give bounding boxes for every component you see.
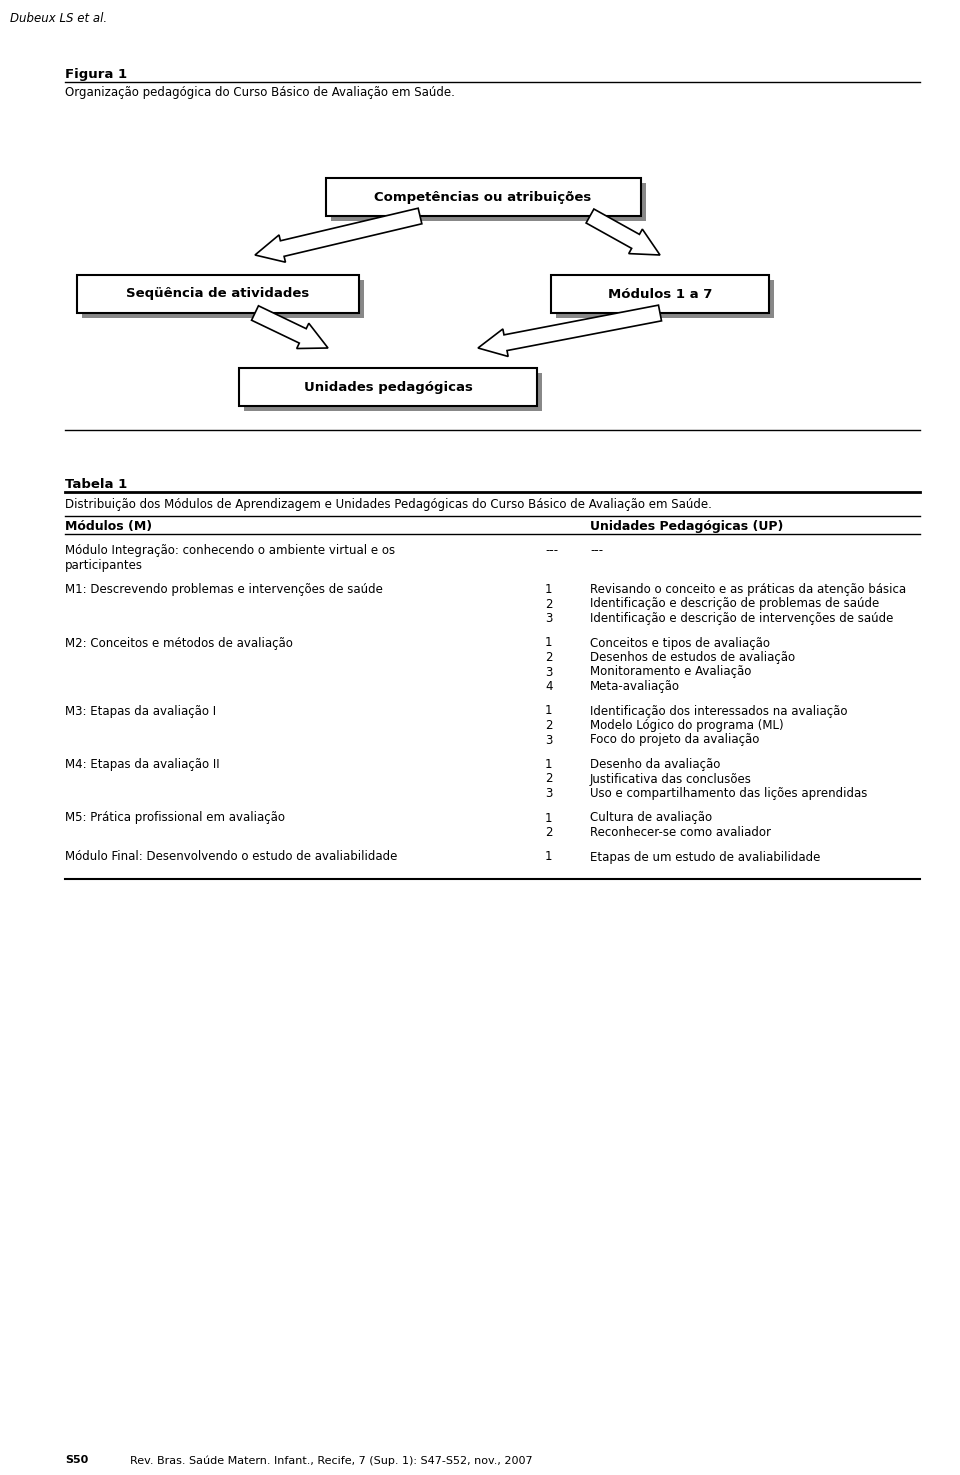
Text: 2: 2 [545, 826, 553, 839]
Text: participantes: participantes [65, 559, 143, 571]
Text: Identificação e descrição de problemas de saúde: Identificação e descrição de problemas d… [590, 597, 879, 611]
Text: Módulos (M): Módulos (M) [65, 521, 152, 532]
Text: 2: 2 [545, 773, 553, 786]
Text: Reconhecer-se como avaliador: Reconhecer-se como avaliador [590, 826, 771, 839]
FancyBboxPatch shape [330, 183, 645, 221]
Text: M3: Etapas da avaliação I: M3: Etapas da avaliação I [65, 705, 216, 717]
Text: 3: 3 [545, 665, 552, 678]
Text: Conceitos e tipos de avaliação: Conceitos e tipos de avaliação [590, 637, 770, 649]
Text: 3: 3 [545, 612, 552, 625]
Text: Dubeux LS et al.: Dubeux LS et al. [10, 12, 108, 25]
Text: Rev. Bras. Saúde Matern. Infant., Recife, 7 (Sup. 1): S47-S52, nov., 2007: Rev. Bras. Saúde Matern. Infant., Recife… [130, 1454, 533, 1466]
FancyBboxPatch shape [239, 367, 537, 406]
Polygon shape [255, 208, 421, 263]
Text: M1: Descrevendo problemas e intervenções de saúde: M1: Descrevendo problemas e intervenções… [65, 583, 383, 596]
FancyBboxPatch shape [82, 280, 364, 319]
Text: 1: 1 [545, 851, 553, 863]
Text: 1: 1 [545, 583, 553, 596]
Text: Distribuição dos Módulos de Aprendizagem e Unidades Pedagógicas do Curso Básico : Distribuição dos Módulos de Aprendizagem… [65, 499, 712, 510]
FancyBboxPatch shape [244, 373, 542, 412]
Text: M4: Etapas da avaliação II: M4: Etapas da avaliação II [65, 758, 220, 771]
Text: 1: 1 [545, 811, 553, 825]
Text: Revisando o conceito e as práticas da atenção básica: Revisando o conceito e as práticas da at… [590, 583, 906, 596]
Text: 1: 1 [545, 637, 553, 649]
Text: 1: 1 [545, 705, 553, 717]
Text: Módulo Integração: conhecendo o ambiente virtual e os: Módulo Integração: conhecendo o ambiente… [65, 544, 396, 558]
Text: Uso e compartilhamento das lições aprendidas: Uso e compartilhamento das lições aprend… [590, 788, 868, 799]
Text: Seqüência de atividades: Seqüência de atividades [127, 288, 310, 301]
Polygon shape [252, 305, 328, 348]
FancyBboxPatch shape [556, 280, 774, 319]
Text: Etapas de um estudo de avaliabilidade: Etapas de um estudo de avaliabilidade [590, 851, 821, 863]
Text: Cultura de avaliação: Cultura de avaliação [590, 811, 712, 825]
Text: 3: 3 [545, 788, 552, 799]
FancyBboxPatch shape [325, 178, 640, 215]
Text: 2: 2 [545, 718, 553, 732]
Text: Organização pedagógica do Curso Básico de Avaliação em Saúde.: Organização pedagógica do Curso Básico d… [65, 86, 455, 99]
FancyBboxPatch shape [77, 274, 359, 313]
Text: Desenho da avaliação: Desenho da avaliação [590, 758, 720, 771]
Text: Meta-avaliação: Meta-avaliação [590, 680, 680, 693]
Polygon shape [587, 209, 660, 255]
Text: Justificativa das conclusões: Justificativa das conclusões [590, 773, 752, 786]
Text: ---: --- [545, 544, 558, 558]
Text: 3: 3 [545, 733, 552, 746]
FancyBboxPatch shape [551, 274, 769, 313]
Text: Identificação dos interessados na avaliação: Identificação dos interessados na avalia… [590, 705, 848, 717]
Text: Tabela 1: Tabela 1 [65, 478, 128, 491]
Text: M2: Conceitos e métodos de avaliação: M2: Conceitos e métodos de avaliação [65, 637, 293, 649]
Text: Identificação e descrição de intervenções de saúde: Identificação e descrição de intervençõe… [590, 612, 894, 625]
Text: 1: 1 [545, 758, 553, 771]
Text: 2: 2 [545, 650, 553, 664]
Text: Monitoramento e Avaliação: Monitoramento e Avaliação [590, 665, 752, 678]
Text: Modelo Lógico do programa (ML): Modelo Lógico do programa (ML) [590, 718, 783, 732]
Text: Competências ou atribuições: Competências ou atribuições [374, 190, 591, 204]
Text: 2: 2 [545, 597, 553, 611]
Text: Foco do projeto da avaliação: Foco do projeto da avaliação [590, 733, 759, 746]
Text: S50: S50 [65, 1454, 88, 1465]
Text: Desenhos de estudos de avaliação: Desenhos de estudos de avaliação [590, 650, 795, 664]
Text: Unidades Pedagógicas (UP): Unidades Pedagógicas (UP) [590, 521, 783, 532]
Text: ---: --- [590, 544, 603, 558]
Text: Unidades pedagógicas: Unidades pedagógicas [303, 381, 472, 394]
Text: 4: 4 [545, 680, 553, 693]
Text: Módulo Final: Desenvolvendo o estudo de avaliabilidade: Módulo Final: Desenvolvendo o estudo de … [65, 851, 397, 863]
Polygon shape [478, 305, 661, 357]
Text: Figura 1: Figura 1 [65, 68, 127, 81]
Text: Módulos 1 a 7: Módulos 1 a 7 [608, 288, 712, 301]
Text: M5: Prática profissional em avaliação: M5: Prática profissional em avaliação [65, 811, 285, 825]
